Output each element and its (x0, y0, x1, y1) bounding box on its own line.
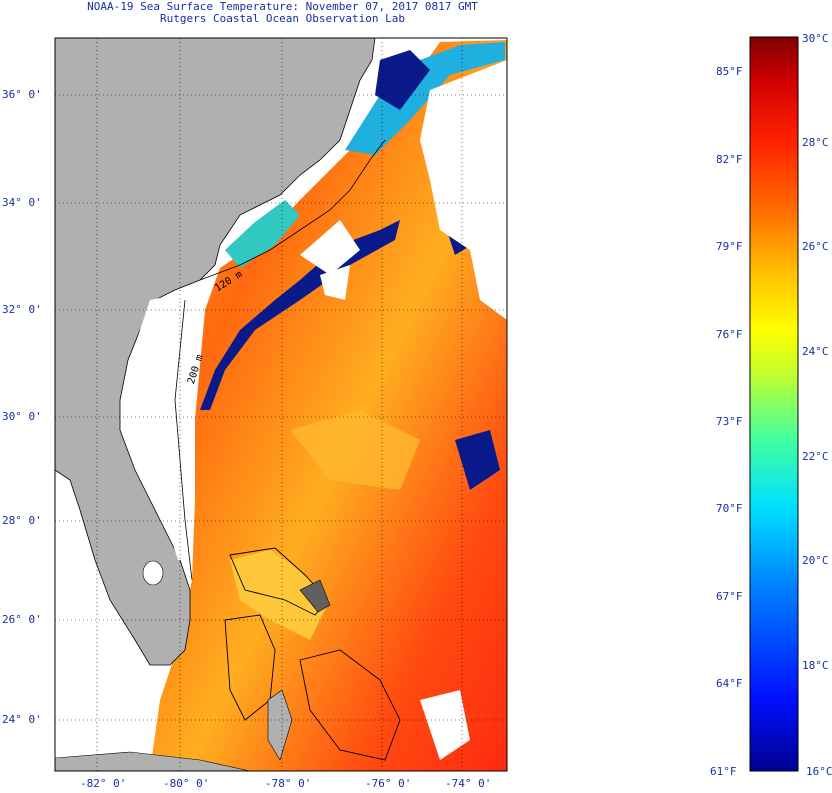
colorbar-c-16: 16°C (806, 765, 832, 778)
cloud-south-east (420, 690, 470, 760)
colorbar-c-30: 30°C (802, 32, 829, 45)
isobath-120m (199, 139, 386, 281)
colorbar-f-64: 64°F (716, 677, 743, 690)
lat-label-28: 28° 0' (2, 514, 42, 527)
colorbar-f-70: 70°F (716, 502, 743, 515)
lon-label-80: -80° 0' (163, 777, 210, 790)
map-title: NOAA-19 Sea Surface Temperature: Novembe… (87, 0, 478, 13)
lake-okeechobee (142, 560, 164, 586)
bahamas-bank-south (299, 649, 401, 761)
colorbar-f-73: 73°F (716, 415, 743, 428)
lat-label-30: 30° 0' (2, 410, 42, 423)
colorbar-f-61: 61°F (710, 765, 737, 778)
land-us-florida (55, 38, 376, 666)
lon-label-82: -82° 0' (80, 777, 127, 790)
warm-pool-mid (290, 410, 420, 490)
colorbar (749, 36, 799, 772)
isobath-200m (174, 299, 193, 581)
graticule (55, 38, 507, 771)
colorbar-f-67: 67°F (716, 590, 743, 603)
colorbar-c-28: 28°C (802, 136, 829, 149)
cuba-coast (55, 751, 251, 771)
cold-front (200, 220, 400, 410)
lat-label-26: 26° 0' (2, 613, 42, 626)
lon-label-74: -74° 0' (445, 777, 492, 790)
coastal-cool-water-north (345, 42, 505, 155)
lat-label-32: 32° 0' (2, 303, 42, 316)
lon-label-78: -78° 0' (265, 777, 312, 790)
lat-label-36: 36° 0' (2, 88, 42, 101)
abaco-island (299, 579, 331, 613)
colorbar-f-85: 85°F (716, 65, 743, 78)
cold-patch-east2 (455, 430, 500, 490)
colorbar-c-20: 20°C (802, 554, 829, 567)
colorbar-c-24: 24°C (802, 345, 829, 358)
cloud-small (320, 265, 350, 300)
cloud-northeast (300, 220, 360, 275)
map-subtitle: Rutgers Coastal Ocean Observation Lab (159, 12, 406, 25)
warm-pool-south (230, 550, 330, 640)
colorbar-c-22: 22°C (802, 450, 829, 463)
andros-island (267, 689, 293, 761)
colorbar-c-18: 18°C (802, 659, 829, 672)
colorbar-f-82: 82°F (716, 153, 743, 166)
cloud-east (420, 60, 507, 320)
lon-label-76: -76° 0' (365, 777, 412, 790)
cold-patch-north (375, 50, 430, 110)
colorbar-f-76: 76°F (716, 328, 743, 341)
lat-label-34: 34° 0' (2, 196, 42, 209)
lat-label-24: 24° 0' (2, 713, 42, 726)
shelf-cloud-florida (128, 290, 200, 560)
colorbar-f-79: 79°F (716, 240, 743, 253)
coastal-cool-water (225, 200, 300, 268)
colorbar-c-26: 26°C (802, 240, 829, 253)
